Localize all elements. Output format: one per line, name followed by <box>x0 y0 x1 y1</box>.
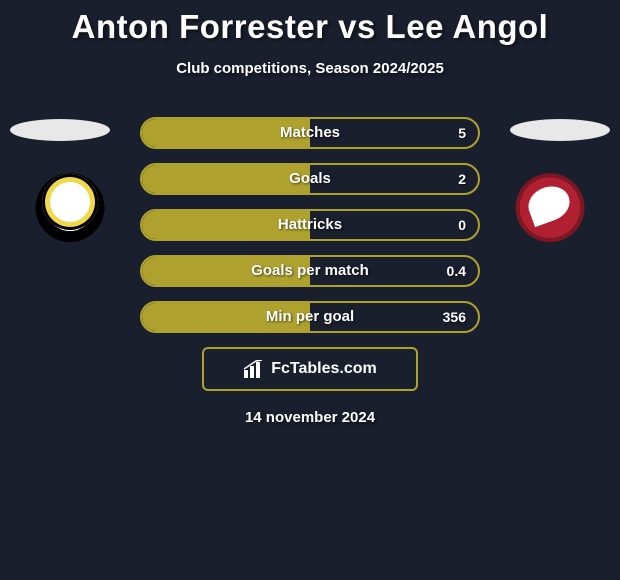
stat-label: Min per goal <box>142 303 478 331</box>
club-badge-right <box>500 169 600 255</box>
stat-row-goals-per-match: Goals per match 0.4 <box>140 255 480 287</box>
stat-rows: Matches 5 Goals 2 Hattricks 0 Goals per … <box>140 117 480 333</box>
brand-text: FcTables.com <box>271 360 377 378</box>
stat-value-right: 5 <box>458 119 466 147</box>
comparison-content: Matches 5 Goals 2 Hattricks 0 Goals per … <box>0 117 620 426</box>
stat-row-matches: Matches 5 <box>140 117 480 149</box>
stat-label: Goals <box>142 165 478 193</box>
club-badge-left <box>20 169 120 255</box>
date-label: 14 november 2024 <box>0 409 620 426</box>
stat-label: Matches <box>142 119 478 147</box>
stat-label: Hattricks <box>142 211 478 239</box>
stat-row-goals: Goals 2 <box>140 163 480 195</box>
stat-row-min-per-goal: Min per goal 356 <box>140 301 480 333</box>
stat-value-right: 0.4 <box>447 257 466 285</box>
bar-chart-icon <box>243 360 265 378</box>
subtitle: Club competitions, Season 2024/2025 <box>0 60 620 77</box>
player-left-disc <box>10 119 110 141</box>
stat-label: Goals per match <box>142 257 478 285</box>
stat-row-hattricks: Hattricks 0 <box>140 209 480 241</box>
stat-value-right: 0 <box>458 211 466 239</box>
player-right-disc <box>510 119 610 141</box>
page-title: Anton Forrester vs Lee Angol <box>0 0 620 46</box>
stat-value-right: 356 <box>443 303 466 331</box>
brand-box[interactable]: FcTables.com <box>202 347 418 391</box>
stat-value-right: 2 <box>458 165 466 193</box>
